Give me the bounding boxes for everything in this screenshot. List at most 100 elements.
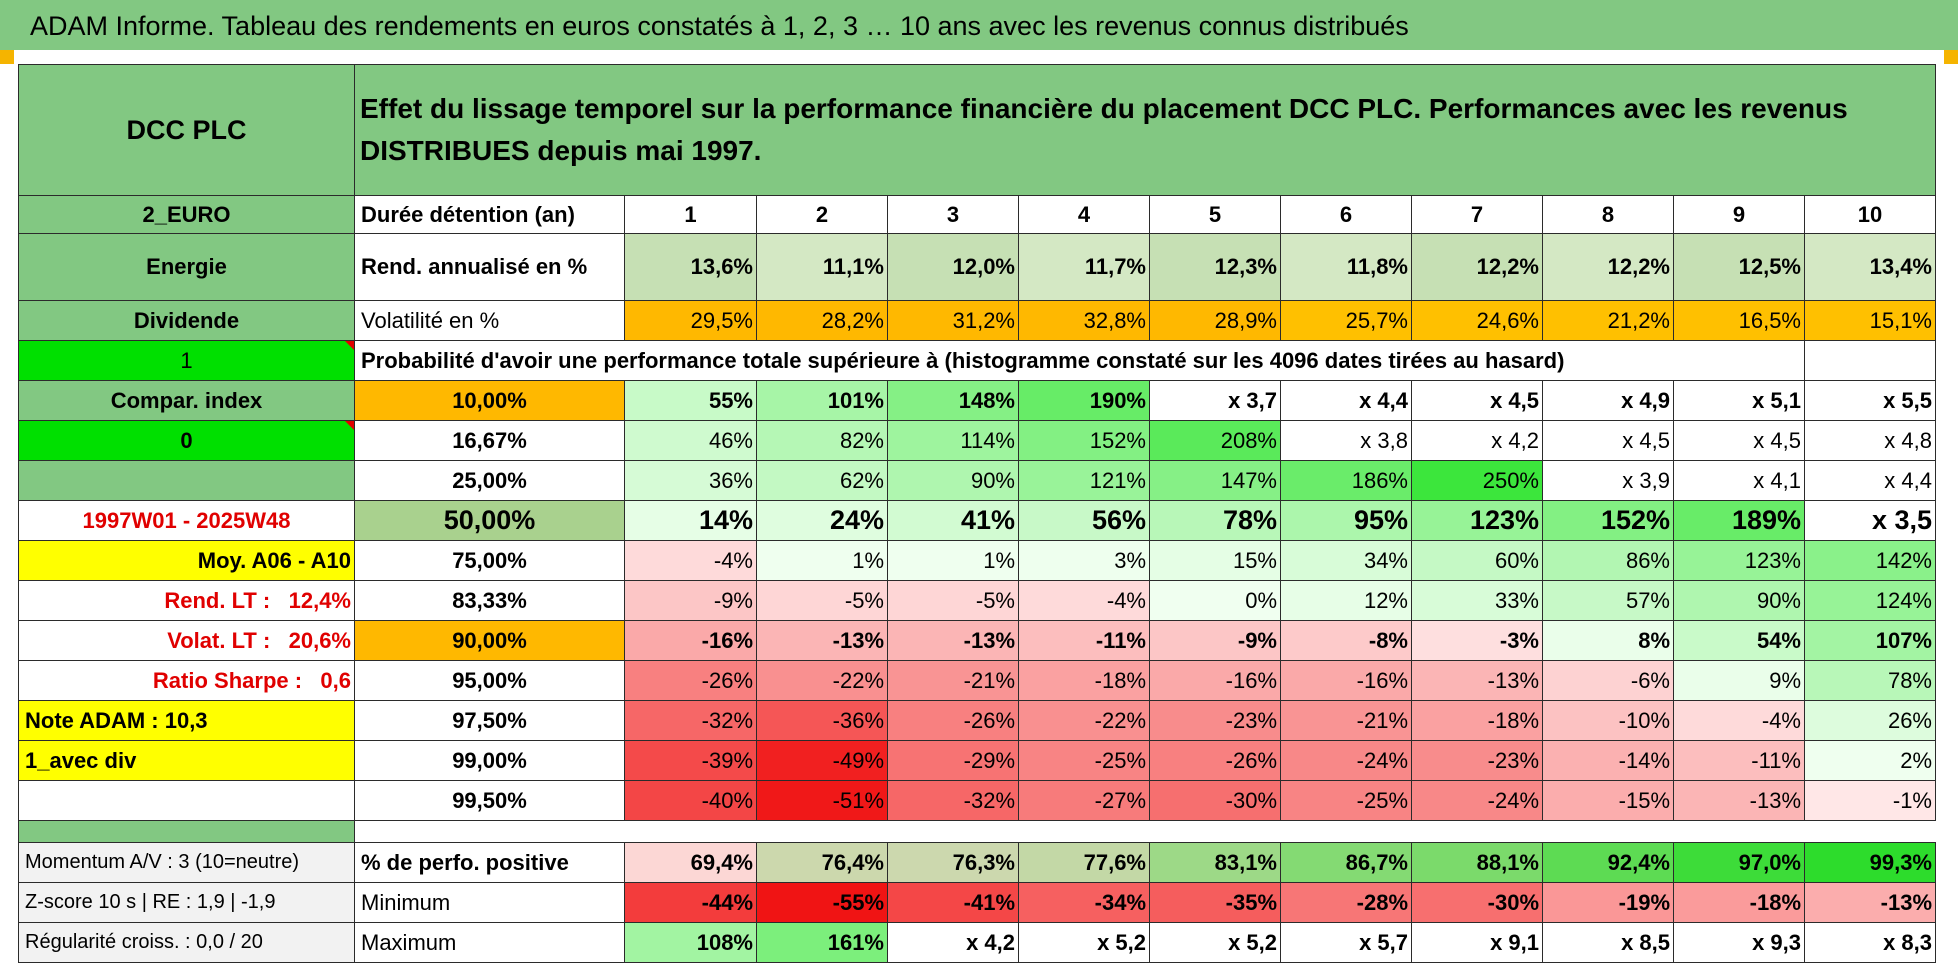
momentum-label: Momentum A/V : 3 (10=neutre) (18, 842, 355, 883)
perf-cell: -23% (1411, 740, 1543, 781)
perf-cell: 86% (1542, 540, 1674, 581)
perf-cell: -13% (887, 620, 1019, 661)
perf-cell: 152% (1018, 420, 1150, 461)
empty-cell (18, 780, 355, 821)
avec-div-label: 1_avec div (18, 740, 355, 781)
positive-value: 69,4% (624, 842, 757, 883)
volat-lt-value: 20,6% (288, 627, 351, 653)
perf-cell: 2% (1804, 740, 1936, 781)
perf-cell: -26% (887, 700, 1019, 741)
perf-cell: -36% (756, 700, 888, 741)
perf-cell: x 4,5 (1673, 420, 1805, 461)
perf-cell: -26% (1149, 740, 1281, 781)
perf-cell: -27% (1018, 780, 1150, 821)
perf-cell: x 3,7 (1149, 380, 1281, 421)
flag-zero: 0 (18, 420, 355, 461)
note-adam: Note ADAM : 10,3 (18, 700, 355, 741)
perf-cell: 186% (1280, 460, 1412, 501)
positive-value: 76,3% (887, 842, 1019, 883)
currency-label: 2_EURO (18, 195, 355, 234)
positive-value: 88,1% (1411, 842, 1543, 883)
vol-value: 32,8% (1018, 300, 1150, 341)
perf-cell: 57% (1542, 580, 1674, 621)
vol-value: 15,1% (1804, 300, 1936, 341)
perf-cell: 189% (1673, 500, 1805, 541)
perf-cell: 54% (1673, 620, 1805, 661)
perf-cell: -3% (1411, 620, 1543, 661)
perf-cell: -5% (756, 580, 888, 621)
flag-one: 1 (18, 340, 355, 381)
perf-cell: -21% (887, 660, 1019, 701)
quantile-label: 16,67% (354, 420, 625, 461)
perf-cell: -8% (1280, 620, 1412, 661)
perf-cell: 15% (1149, 540, 1281, 581)
perf-cell: -16% (624, 620, 757, 661)
fund-name: DCC PLC (18, 64, 355, 196)
rend-value: 11,7% (1018, 233, 1150, 301)
period-label: 1997W01 - 2025W48 (18, 500, 355, 541)
perf-cell: 26% (1804, 700, 1936, 741)
quantile-label: 99,50% (354, 780, 625, 821)
perf-cell: -10% (1542, 700, 1674, 741)
perf-cell: -25% (1280, 780, 1412, 821)
perf-cell: x 3,9 (1542, 460, 1674, 501)
perf-cell: -1% (1804, 780, 1936, 821)
perf-cell: -18% (1411, 700, 1543, 741)
year-header: 2 (756, 195, 888, 234)
rend-lt: Rend. LT : 12,4% (18, 580, 355, 621)
perf-cell: 24% (756, 500, 888, 541)
rend-value: 12,2% (1542, 233, 1674, 301)
year-header: 8 (1542, 195, 1674, 234)
perf-cell: -16% (1149, 660, 1281, 701)
vol-value: 28,9% (1149, 300, 1281, 341)
positive-value: 97,0% (1673, 842, 1805, 883)
perf-cell: -4% (624, 540, 757, 581)
maximum-value: 108% (624, 922, 757, 963)
perf-cell: x 4,9 (1542, 380, 1674, 421)
maximum-label: Maximum (354, 922, 625, 963)
page-title: ADAM Informe. Tableau des rendements en … (0, 0, 1958, 50)
positive-label: % de perfo. positive (354, 842, 625, 883)
perf-cell: -13% (1411, 660, 1543, 701)
perf-cell: -16% (1280, 660, 1412, 701)
rend-value: 12,2% (1411, 233, 1543, 301)
vol-label: Volatilité en % (354, 300, 625, 341)
rend-value: 12,0% (887, 233, 1019, 301)
perf-cell: x 5,5 (1804, 380, 1936, 421)
spacer-green (18, 820, 355, 843)
duration-label: Durée détention (an) (354, 195, 625, 234)
sharpe-ratio: Ratio Sharpe : 0,6 (18, 660, 355, 701)
spacer (355, 821, 1936, 843)
perf-cell: 114% (887, 420, 1019, 461)
rend-lt-value: 12,4% (288, 587, 351, 613)
minimum-value: -30% (1411, 882, 1543, 923)
vol-value: 28,2% (756, 300, 888, 341)
minimum-value: -18% (1673, 882, 1805, 923)
quantile-label: 75,00% (354, 540, 625, 581)
year-header: 1 (624, 195, 757, 234)
perf-cell: -6% (1542, 660, 1674, 701)
perf-cell: 1% (887, 540, 1019, 581)
perf-cell: x 4,2 (1411, 420, 1543, 461)
maximum-value: x 5,2 (1149, 922, 1281, 963)
perf-cell: -26% (624, 660, 757, 701)
performance-table: DCC PLC Effet du lissage temporel sur la… (18, 64, 1936, 963)
quantile-label: 50,00% (354, 500, 625, 541)
quantile-label: 90,00% (354, 620, 625, 661)
positive-value: 77,6% (1018, 842, 1150, 883)
perf-cell: 121% (1018, 460, 1150, 501)
perf-cell: 41% (887, 500, 1019, 541)
rend-value: 11,8% (1280, 233, 1412, 301)
corner-marker (1944, 50, 1958, 64)
minimum-value: -19% (1542, 882, 1674, 923)
perf-cell: -32% (887, 780, 1019, 821)
rend-value: 12,5% (1673, 233, 1805, 301)
perf-cell: -25% (1018, 740, 1150, 781)
perf-cell: 34% (1280, 540, 1412, 581)
year-header: 9 (1673, 195, 1805, 234)
empty-cell (18, 460, 355, 501)
maximum-value: x 8,3 (1804, 922, 1936, 963)
perf-cell: -18% (1018, 660, 1150, 701)
maximum-value: x 4,2 (887, 922, 1019, 963)
perf-cell: x 4,5 (1542, 420, 1674, 461)
